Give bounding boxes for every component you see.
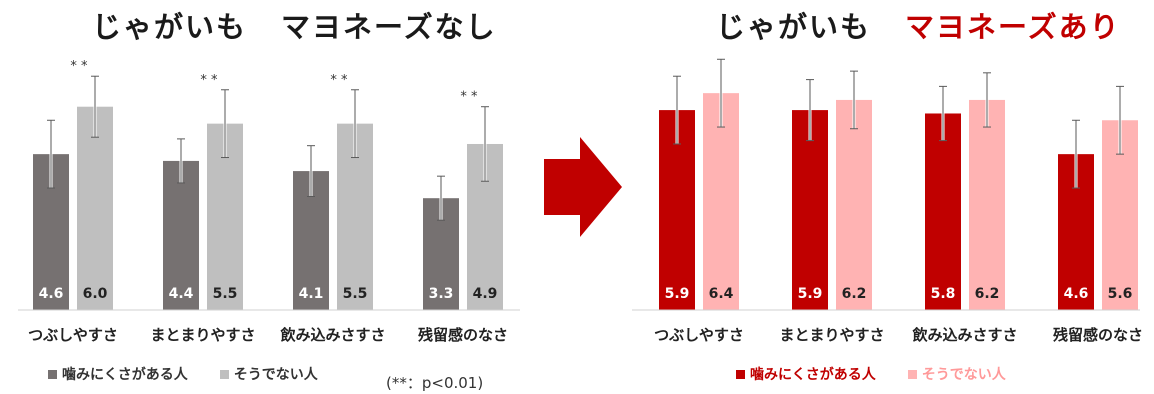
right-errorbar-s2-2 — [850, 70, 858, 130]
left-legend-swatch2 — [219, 369, 229, 379]
right-errorbar-s1-4 — [1072, 119, 1080, 189]
right-errorbar-s2-1 — [717, 58, 725, 128]
right-legend-swatch1 — [736, 369, 745, 379]
left-errorbar-s2-4 — [481, 106, 489, 182]
left-value-label-s1-3: 4.1 — [299, 286, 324, 302]
left-legend-swatch1 — [48, 369, 57, 379]
left-category-label-3: 飲み込みさすさ — [279, 326, 385, 344]
right-chart-title: じゃがいも マヨネーズあり — [716, 4, 1121, 46]
left-legend-label1: 噛みにくさがある人 — [62, 367, 188, 383]
left-significance-mark-1: * * — [70, 59, 88, 74]
left-significance-mark-3: * * — [330, 73, 348, 88]
right-bar-s2-1 — [703, 93, 739, 310]
right-value-label-s2-2: 6.2 — [842, 286, 867, 302]
right-value-label-s1-1: 5.9 — [665, 286, 690, 302]
left-category-label-1: つぶしやすさ — [28, 326, 118, 344]
left-errorbar-s1-1 — [47, 119, 55, 189]
left-legend-label2: そうでない人 — [233, 367, 318, 383]
right-arrow-icon — [544, 137, 622, 237]
left-value-label-s2-1: 6.0 — [83, 286, 108, 302]
left-errorbar-s2-3 — [351, 89, 359, 159]
right-bar-s1-3 — [925, 113, 961, 310]
left-value-label-s2-2: 5.5 — [213, 286, 238, 302]
left-category-label-4: 残留感のなさ — [418, 326, 508, 344]
left-category-label-2: まとまりやすさ — [150, 326, 255, 344]
left-title-part2: マヨネーズなし — [281, 10, 497, 44]
right-legend: 噛みにくさがある人 そうでない人 — [736, 364, 1038, 384]
left-errorbar-s1-4 — [437, 175, 445, 221]
right-bar-chart: 5.9 6.4 つぶしやすさ 5.9 6.2 まとまりやすさ 5.8 6.2 飲み込みさすさ 4.… — [632, 58, 1143, 344]
right-value-label-s1-4: 4.6 — [1064, 286, 1089, 302]
right-legend-label2: そうでない人 — [921, 367, 1006, 383]
right-category-label-3: 飲み込みさすさ — [911, 326, 1017, 344]
right-bar-s2-3 — [969, 99, 1005, 310]
right-legend-series2: そうでない人 — [907, 364, 1006, 384]
right-title-part1: じゃがいも — [716, 10, 872, 44]
left-legend-series2: そうでない人 — [219, 364, 318, 384]
left-value-label-s2-4: 4.9 — [473, 286, 498, 302]
right-category-label-2: まとまりやすさ — [779, 326, 884, 344]
right-category-label-4: 残留感のなさ — [1053, 326, 1143, 344]
left-value-label-s1-4: 3.3 — [429, 286, 454, 302]
right-category-label-1: つぶしやすさ — [654, 326, 744, 344]
right-errorbar-s2-4 — [1116, 85, 1124, 155]
left-bar-s1-2 — [163, 160, 199, 310]
right-legend-series1: 噛みにくさがある人 — [736, 364, 876, 384]
significance-note: (**：p<0.01) — [386, 374, 484, 392]
left-value-label-s1-1: 4.6 — [39, 286, 64, 302]
left-significance-mark-4: * * — [460, 90, 478, 105]
left-bar-s2-1 — [77, 106, 113, 311]
left-errorbar-s2-2 — [221, 89, 229, 159]
right-legend-label1: 噛みにくさがある人 — [750, 367, 876, 383]
right-value-label-s2-4: 5.6 — [1108, 286, 1133, 302]
right-errorbar-s2-3 — [983, 72, 991, 128]
right-value-label-s2-1: 6.4 — [709, 286, 734, 302]
right-bar-s2-2 — [836, 99, 872, 310]
left-value-label-s2-3: 5.5 — [343, 286, 368, 302]
right-value-label-s1-2: 5.9 — [798, 286, 823, 302]
left-errorbar-s1-2 — [177, 138, 185, 184]
left-title-part1: じゃがいも — [92, 10, 248, 44]
right-legend-swatch2 — [907, 369, 917, 379]
left-legend: 噛みにくさがある人 そうでない人 — [48, 364, 350, 384]
left-significance-mark-2: * * — [200, 73, 218, 88]
left-chart-title: じゃがいも マヨネーズなし — [92, 4, 497, 46]
right-title-part2: マヨネーズあり — [905, 10, 1121, 44]
right-errorbar-s1-2 — [806, 79, 814, 142]
right-value-label-s2-3: 6.2 — [975, 286, 1000, 302]
left-legend-series1: 噛みにくさがある人 — [48, 364, 188, 384]
left-bar-chart: 4.6 6.0 * * つぶしやすさ 4.4 5.5 * * まとまりやすさ 4.1 5.5 * *… — [18, 59, 520, 344]
left-value-label-s1-2: 4.4 — [169, 286, 194, 302]
right-errorbar-s1-3 — [939, 85, 947, 142]
right-bar-s1-2 — [792, 110, 828, 310]
right-value-label-s1-3: 5.8 — [931, 286, 956, 302]
right-errorbar-s1-1 — [673, 75, 681, 145]
left-errorbar-s1-3 — [307, 145, 315, 197]
left-errorbar-s2-1 — [91, 75, 99, 138]
